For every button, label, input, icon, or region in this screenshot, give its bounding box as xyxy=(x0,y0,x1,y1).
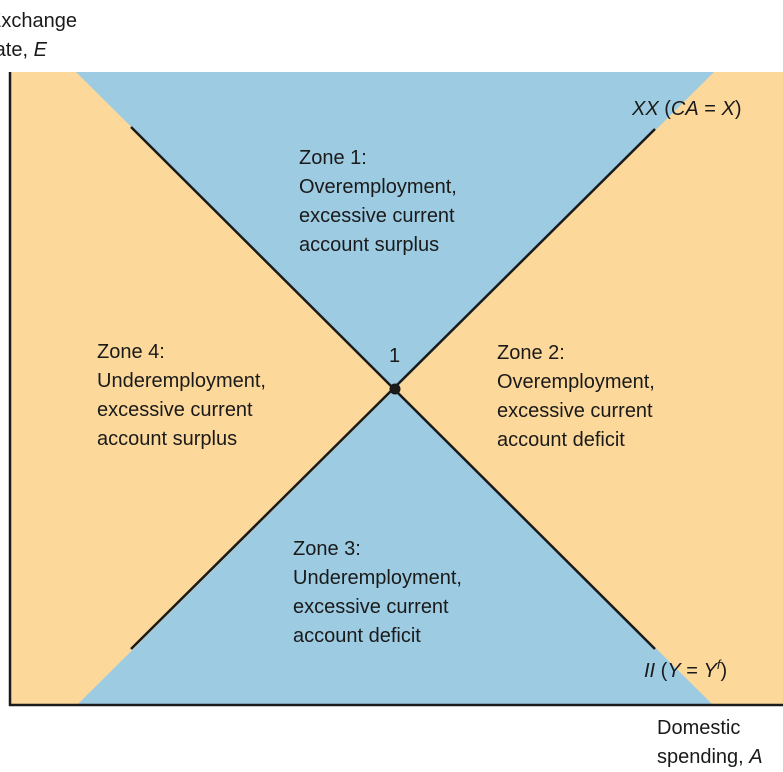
xx-curve-label: XX (CA = X) xyxy=(632,95,742,124)
xx-var-ca: CA xyxy=(670,98,699,120)
zone-1-line: Overemployment, xyxy=(299,176,457,198)
zone-2-line: account deficit xyxy=(497,429,625,451)
zone-4-line: account surplus xyxy=(97,428,238,450)
ii-var-yf: Y xyxy=(703,660,717,682)
zone-1-label: Zone 1: Overemployment, excessive curren… xyxy=(299,144,457,260)
x-axis-label-line2: spending, A xyxy=(657,743,763,772)
x-axis-variable: A xyxy=(749,746,763,768)
xx-close: ) xyxy=(734,98,742,120)
ii-equals: = xyxy=(680,660,704,682)
ii-open: ( xyxy=(655,660,668,682)
zone-2-line: excessive current xyxy=(497,400,653,422)
zone-2-line: Overemployment, xyxy=(497,371,655,393)
xx-name: XX xyxy=(632,98,659,120)
x-axis-label-text: spending, xyxy=(657,746,750,768)
y-axis-label-text: rate, xyxy=(0,39,29,61)
x-axis-label-line1: Domestic xyxy=(657,717,741,739)
zone-1-line: account surplus xyxy=(299,234,440,256)
zone-4-line: Zone 4: xyxy=(97,341,165,363)
equilibrium-label: 1 xyxy=(389,345,401,367)
zone-4-line: Underemployment, xyxy=(97,370,266,392)
zone-3-line: Underemployment, xyxy=(293,567,462,589)
y-axis-label: Exchange rate, E xyxy=(0,7,77,65)
zone-4-label: Zone 4: Underemployment, excessive curre… xyxy=(97,338,266,454)
zone-1-area xyxy=(76,72,714,389)
ii-name: II xyxy=(644,660,656,682)
zone-2-line: Zone 2: xyxy=(497,342,565,364)
zone-1-line: Zone 1: xyxy=(299,147,367,169)
xx-equals: = xyxy=(698,98,722,120)
ii-var-y: Y xyxy=(667,660,681,682)
zone-1-line: excessive current xyxy=(299,205,455,227)
ii-curve-label: II (Y = Yf) xyxy=(644,657,727,686)
zone-3-line: Zone 3: xyxy=(293,538,361,560)
xx-open: ( xyxy=(658,98,671,120)
zone-4-line: excessive current xyxy=(97,399,253,421)
ii-superscript-f: f xyxy=(716,657,721,672)
zone-3-area xyxy=(77,389,713,705)
equilibrium-point xyxy=(389,383,401,395)
x-axis-label: Domestic spending, A xyxy=(657,714,763,772)
zone-3-line: account deficit xyxy=(293,625,421,647)
y-axis-label-line1: Exchange xyxy=(0,10,77,32)
y-axis-label-line2: rate, E xyxy=(0,36,77,65)
y-axis-variable: E xyxy=(33,39,47,61)
zone-3-line: excessive current xyxy=(293,596,449,618)
zone-3-label: Zone 3: Underemployment, excessive curre… xyxy=(293,535,462,651)
zone-2-label: Zone 2: Overemployment, excessive curren… xyxy=(497,339,655,455)
xx-var-x: X xyxy=(721,98,735,120)
ii-close: ) xyxy=(720,660,728,682)
